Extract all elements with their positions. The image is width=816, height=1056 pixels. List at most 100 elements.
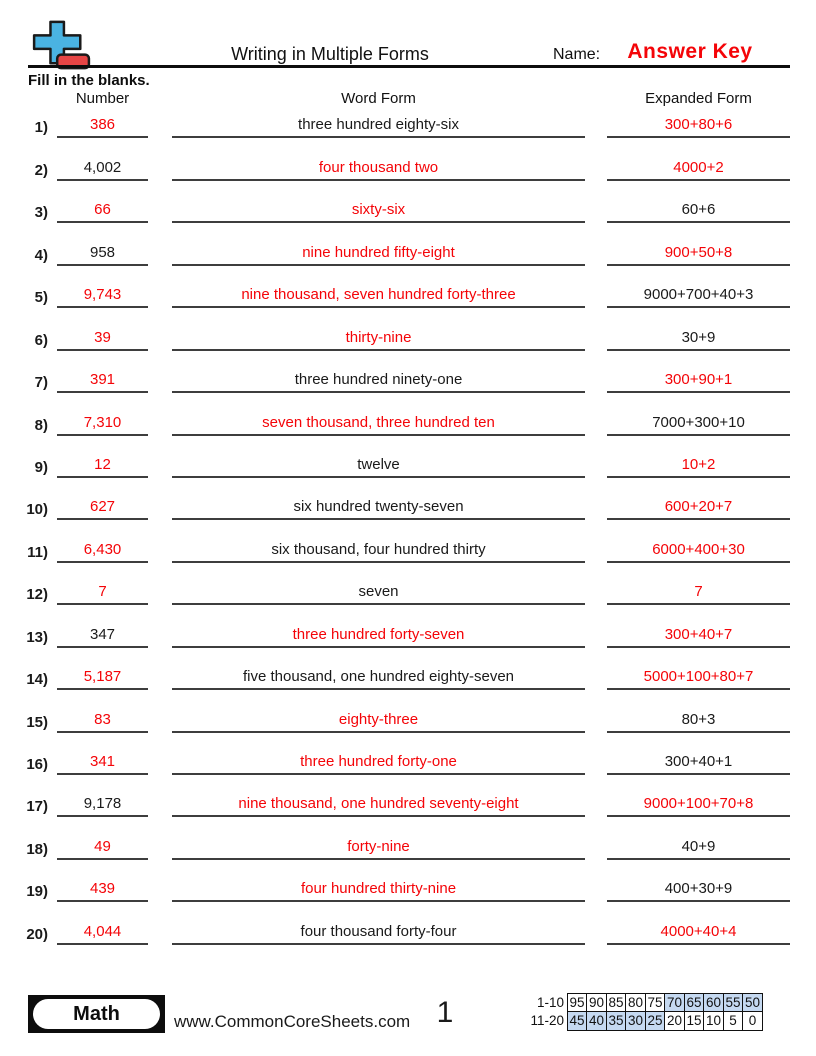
word-value: three hundred ninety-one xyxy=(294,371,463,389)
page-number: 1 xyxy=(436,996,454,1029)
word-blank: nine thousand, one hundred seventy-eight xyxy=(172,792,585,818)
worksheet-row: 20) 4,044 four thousand forty-four 4000+… xyxy=(0,902,816,945)
word-value: forty-nine xyxy=(347,837,410,855)
expanded-value: 300+40+1 xyxy=(664,753,733,770)
number-value: 341 xyxy=(89,753,116,770)
word-blank: six hundred twenty-seven xyxy=(172,495,585,521)
number-value: 7 xyxy=(98,583,107,601)
number-value: 39 xyxy=(94,328,111,346)
expanded-value: 9000+700+40+3 xyxy=(643,286,754,304)
worksheet-row: 7) 391 three hundred ninety-one 300+90+1 xyxy=(0,351,816,394)
number-value: 66 xyxy=(94,201,111,219)
number-value: 391 xyxy=(89,371,116,389)
word-blank: nine thousand, seven hundred forty-three xyxy=(172,283,585,309)
row-label: 12) xyxy=(26,586,48,604)
worksheet-row: 16) 341 three hundred forty-one 300+40+1 xyxy=(0,733,816,775)
worksheet-row: 6) 39 thirty-nine 30+9 xyxy=(0,308,816,351)
score-cell: 45 xyxy=(566,1011,588,1031)
word-value: three hundred eighty-six xyxy=(298,116,459,134)
number-value: 958 xyxy=(89,243,116,261)
expanded-value: 40+9 xyxy=(681,837,716,855)
expanded-value: 9000+100+70+8 xyxy=(643,795,754,813)
expanded-value: 300+80+6 xyxy=(664,116,733,134)
expanded-blank: 7 xyxy=(607,580,790,606)
expanded-blank: 300+40+1 xyxy=(607,750,790,775)
word-blank: five thousand, one hundred eighty-seven xyxy=(172,665,585,691)
expanded-blank: 300+40+7 xyxy=(607,623,790,648)
word-blank: six thousand, four hundred thirty xyxy=(172,538,585,563)
number-blank: 9,178 xyxy=(57,792,148,818)
word-value: four hundred thirty-nine xyxy=(300,880,457,898)
number-blank: 4,002 xyxy=(57,156,148,181)
word-blank: four thousand two xyxy=(172,156,585,181)
expanded-blank: 30+9 xyxy=(607,326,790,351)
word-blank: nine hundred fifty-eight xyxy=(172,241,585,266)
row-label: 13) xyxy=(26,628,48,646)
row-label: 20) xyxy=(26,925,48,943)
expanded-value: 10+2 xyxy=(681,455,716,473)
expanded-blank: 600+20+7 xyxy=(607,495,790,521)
word-blank: eighty-three xyxy=(172,708,585,733)
website-url: www.CommonCoreSheets.com xyxy=(174,1012,411,1031)
word-blank: thirty-nine xyxy=(172,326,585,351)
worksheet-row: 1) 386 three hundred eighty-six 300+80+6 xyxy=(0,96,816,139)
score-cell: 5 xyxy=(722,1011,744,1031)
score-cell: 55 xyxy=(722,993,744,1013)
worksheet-row: 8) 7,310 seven thousand, three hundred t… xyxy=(0,393,816,436)
score-row: 1-10 95 90 85 80 75 70 65 60 55 50 xyxy=(528,993,763,1013)
word-value: three hundred forty-seven xyxy=(292,625,465,643)
score-row-label: 11-20 xyxy=(530,1013,564,1029)
score-cell: 60 xyxy=(703,993,724,1013)
expanded-blank: 60+6 xyxy=(607,198,790,224)
number-blank: 347 xyxy=(57,623,148,648)
number-value: 6,430 xyxy=(83,540,122,558)
expanded-value: 900+50+8 xyxy=(664,243,733,261)
worksheet-row: 3) 66 sixty-six 60+6 xyxy=(0,181,816,224)
worksheet-row: 18) 49 forty-nine 40+9 xyxy=(0,817,816,860)
expanded-blank: 5000+100+80+7 xyxy=(607,665,790,691)
word-value: seven thousand, three hundred ten xyxy=(262,413,495,431)
subject-badge: Math xyxy=(28,995,165,1033)
word-value: nine hundred fifty-eight xyxy=(302,243,455,261)
header-divider xyxy=(28,65,790,68)
row-label: 3) xyxy=(34,204,48,222)
score-cell: 75 xyxy=(644,993,666,1013)
expanded-value: 60+6 xyxy=(681,201,716,219)
word-blank: sixty-six xyxy=(172,198,585,224)
score-cell: 70 xyxy=(664,993,685,1013)
page-title: Writing in Multiple Forms xyxy=(231,44,429,64)
number-blank: 7,310 xyxy=(57,411,148,436)
expanded-value: 4000+2 xyxy=(673,158,724,176)
score-cell: 15 xyxy=(683,1011,705,1031)
number-value: 49 xyxy=(94,837,111,855)
number-blank: 4,044 xyxy=(57,920,148,945)
worksheet-row: 17) 9,178 nine thousand, one hundred sev… xyxy=(0,775,816,818)
score-table: 1-10 95 90 85 80 75 70 65 60 55 50 11-20 45 40 35 30 25 2… xyxy=(528,993,763,1031)
expanded-value: 30+9 xyxy=(681,328,716,346)
expanded-value: 7000+300+10 xyxy=(652,413,745,431)
row-label: 5) xyxy=(34,289,48,307)
row-label: 10) xyxy=(26,501,48,519)
word-value: seven xyxy=(358,583,399,601)
expanded-value: 7 xyxy=(694,583,703,601)
word-blank: four thousand forty-four xyxy=(172,920,585,945)
word-value: three hundred forty-one xyxy=(300,753,457,770)
word-blank: three hundred forty-one xyxy=(172,750,585,775)
score-cell: 40 xyxy=(586,1011,607,1031)
expanded-value: 400+30+9 xyxy=(664,880,733,898)
worksheet-row: 10) 627 six hundred twenty-seven 600+20+… xyxy=(0,478,816,521)
score-cell: 90 xyxy=(586,993,607,1013)
number-value: 9,743 xyxy=(83,286,122,304)
row-label: 17) xyxy=(26,798,48,816)
word-value: nine thousand, seven hundred forty-three xyxy=(241,286,516,304)
word-value: nine thousand, one hundred seventy-eight xyxy=(238,795,519,813)
word-blank: seven xyxy=(172,580,585,606)
expanded-value: 300+40+7 xyxy=(664,625,733,643)
word-blank: forty-nine xyxy=(172,835,585,860)
score-cell: 95 xyxy=(566,993,588,1013)
score-cell: 35 xyxy=(605,1011,627,1031)
worksheet-row: 11) 6,430 six thousand, four hundred thi… xyxy=(0,520,816,563)
number-blank: 627 xyxy=(57,495,148,521)
score-cell: 0 xyxy=(742,1011,763,1031)
answer-key-text: Answer Key xyxy=(627,40,753,63)
